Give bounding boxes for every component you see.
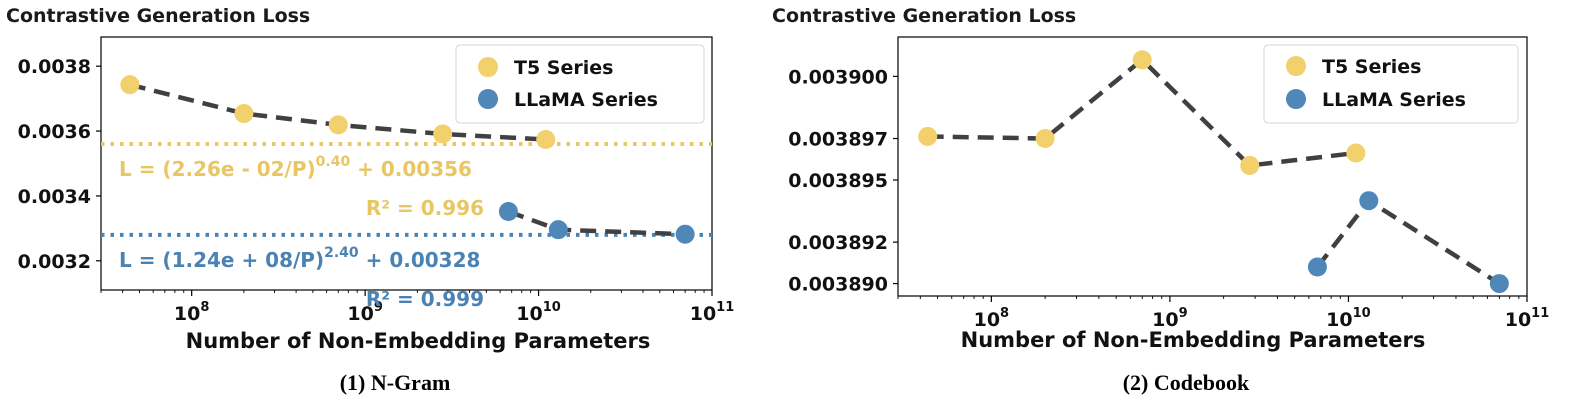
- x-tick-base: 10: [1326, 309, 1352, 331]
- x-tick-exponent: 9: [1179, 306, 1188, 321]
- panel-ngram: Contrastive Generation Loss 0.0032 0.0034…: [6, 5, 734, 395]
- data-point-llama: [675, 224, 695, 244]
- legend-marker-t5: [1286, 56, 1306, 76]
- y-axis: 0.003890 0.003892 0.003895 0.003897 0.003900: [788, 66, 898, 296]
- legend-label-t5: T5 Series: [514, 57, 613, 79]
- data-marks: [918, 50, 1509, 294]
- fit-r-squared: R² = 0.996: [366, 196, 484, 220]
- x-tick-label: 108: [174, 300, 210, 325]
- data-point-t5: [1346, 143, 1366, 163]
- y-tick-label: 0.0032: [18, 251, 91, 273]
- x-tick-exponent: 11: [1531, 306, 1549, 321]
- x-axis: 108 109 1010 1011: [897, 296, 1550, 331]
- fit-equation-base: L = (1.24e + 08/P): [119, 248, 324, 272]
- data-point-t5: [433, 124, 453, 144]
- x-axis-label: Number of Non-Embedding Parameters: [961, 328, 1426, 352]
- legend-box: [455, 44, 705, 124]
- fit-annotations: L = (2.26e - 02/P)0.40 + 0.00356 R² = 0.9…: [101, 142, 712, 311]
- y-tick-label: 0.0036: [18, 121, 91, 143]
- legend-label-llama: LLaMA Series: [514, 89, 658, 111]
- data-point-t5: [120, 75, 140, 95]
- legend-box: [1263, 44, 1519, 124]
- x-tick-label: 1011: [1505, 306, 1550, 331]
- fit-equation-offset: + 0.00328: [359, 248, 481, 272]
- data-point-t5: [1240, 155, 1260, 175]
- legend-marker-llama: [478, 89, 498, 109]
- x-axis-label: Number of Non-Embedding Parameters: [186, 329, 651, 353]
- x-tick-label: 108: [974, 306, 1010, 331]
- fit-equation-exponent: 2.40: [324, 245, 359, 261]
- x-tick-label: 1010: [516, 300, 561, 325]
- x-tick-exponent: 11: [716, 300, 734, 315]
- data-point-llama: [1489, 274, 1509, 294]
- series-line-llama: [507, 209, 686, 237]
- data-point-llama: [1307, 257, 1327, 277]
- x-axis: 108 109 1010 1011: [100, 290, 735, 325]
- data-point-t5: [536, 129, 556, 149]
- fit-equation-offset: + 0.00356: [350, 157, 472, 181]
- data-point-t5: [234, 104, 254, 124]
- legend-label-llama: LLaMA Series: [1322, 89, 1466, 111]
- plot-frame: [897, 36, 1528, 297]
- y-tick-label: 0.003895: [788, 170, 888, 192]
- x-tick-base: 10: [1152, 309, 1178, 331]
- legend-marker-t5: [478, 57, 498, 77]
- legend-label-t5: T5 Series: [1322, 56, 1421, 78]
- x-tick-base: 10: [690, 303, 716, 325]
- data-point-t5: [1132, 50, 1152, 70]
- chart-title: Contrastive Generation Loss: [772, 5, 1076, 27]
- x-tick-base: 10: [174, 303, 200, 325]
- fit-r-squared: R² = 0.999: [366, 287, 484, 311]
- y-tick-label: 0.003890: [788, 274, 888, 296]
- data-point-llama: [548, 220, 568, 240]
- y-axis: 0.0032 0.0034 0.0036 0.0038: [18, 56, 101, 273]
- series-line-llama: [1315, 197, 1501, 286]
- y-tick-label: 0.0034: [18, 186, 91, 208]
- x-tick-label: 1010: [1326, 306, 1371, 331]
- data-point-t5: [918, 126, 938, 146]
- legend: T5 Series LLaMA Series: [455, 44, 705, 124]
- data-point-t5: [1035, 129, 1055, 149]
- x-tick-exponent: 10: [543, 300, 561, 315]
- data-marks: [120, 75, 695, 244]
- x-tick-exponent: 10: [1353, 306, 1371, 321]
- plot-frame: [100, 36, 713, 291]
- fit-equation-base: L = (2.26e - 02/P): [119, 157, 316, 181]
- data-point-llama: [1359, 191, 1379, 211]
- x-tick-base: 10: [1505, 309, 1531, 331]
- y-tick-label: 0.0038: [18, 56, 91, 78]
- data-point-llama: [498, 202, 518, 222]
- panel-caption: (2) Codebook: [1123, 370, 1250, 395]
- x-tick-label: 109: [347, 300, 383, 325]
- x-tick-base: 10: [516, 303, 542, 325]
- fit-equation-exponent: 0.40: [316, 154, 351, 170]
- x-tick-exponent: 8: [1000, 306, 1009, 321]
- y-tick-label: 0.003897: [788, 129, 888, 151]
- fit-equation: L = (2.26e - 02/P)0.40 + 0.00356: [119, 154, 472, 181]
- panel-caption: (1) N-Gram: [340, 370, 451, 395]
- x-tick-base: 10: [347, 303, 373, 325]
- fit-equation: L = (1.24e + 08/P)2.40 + 0.00328: [119, 245, 480, 272]
- series-line-t5: [927, 56, 1357, 168]
- chart-title: Contrastive Generation Loss: [6, 5, 310, 27]
- x-tick-exponent: 9: [374, 300, 383, 315]
- data-point-t5: [328, 115, 348, 135]
- y-tick-label: 0.003892: [788, 232, 888, 254]
- x-tick-base: 10: [974, 309, 1000, 331]
- x-tick-exponent: 8: [200, 300, 209, 315]
- x-tick-label: 1011: [690, 300, 735, 325]
- x-tick-label: 109: [1152, 306, 1188, 331]
- y-tick-label: 0.003900: [788, 66, 888, 88]
- panel-codebook: Contrastive Generation Loss 0.0038900.00…: [772, 5, 1549, 395]
- legend: T5 Series LLaMA Series: [1263, 44, 1519, 124]
- legend-marker-llama: [1286, 89, 1306, 109]
